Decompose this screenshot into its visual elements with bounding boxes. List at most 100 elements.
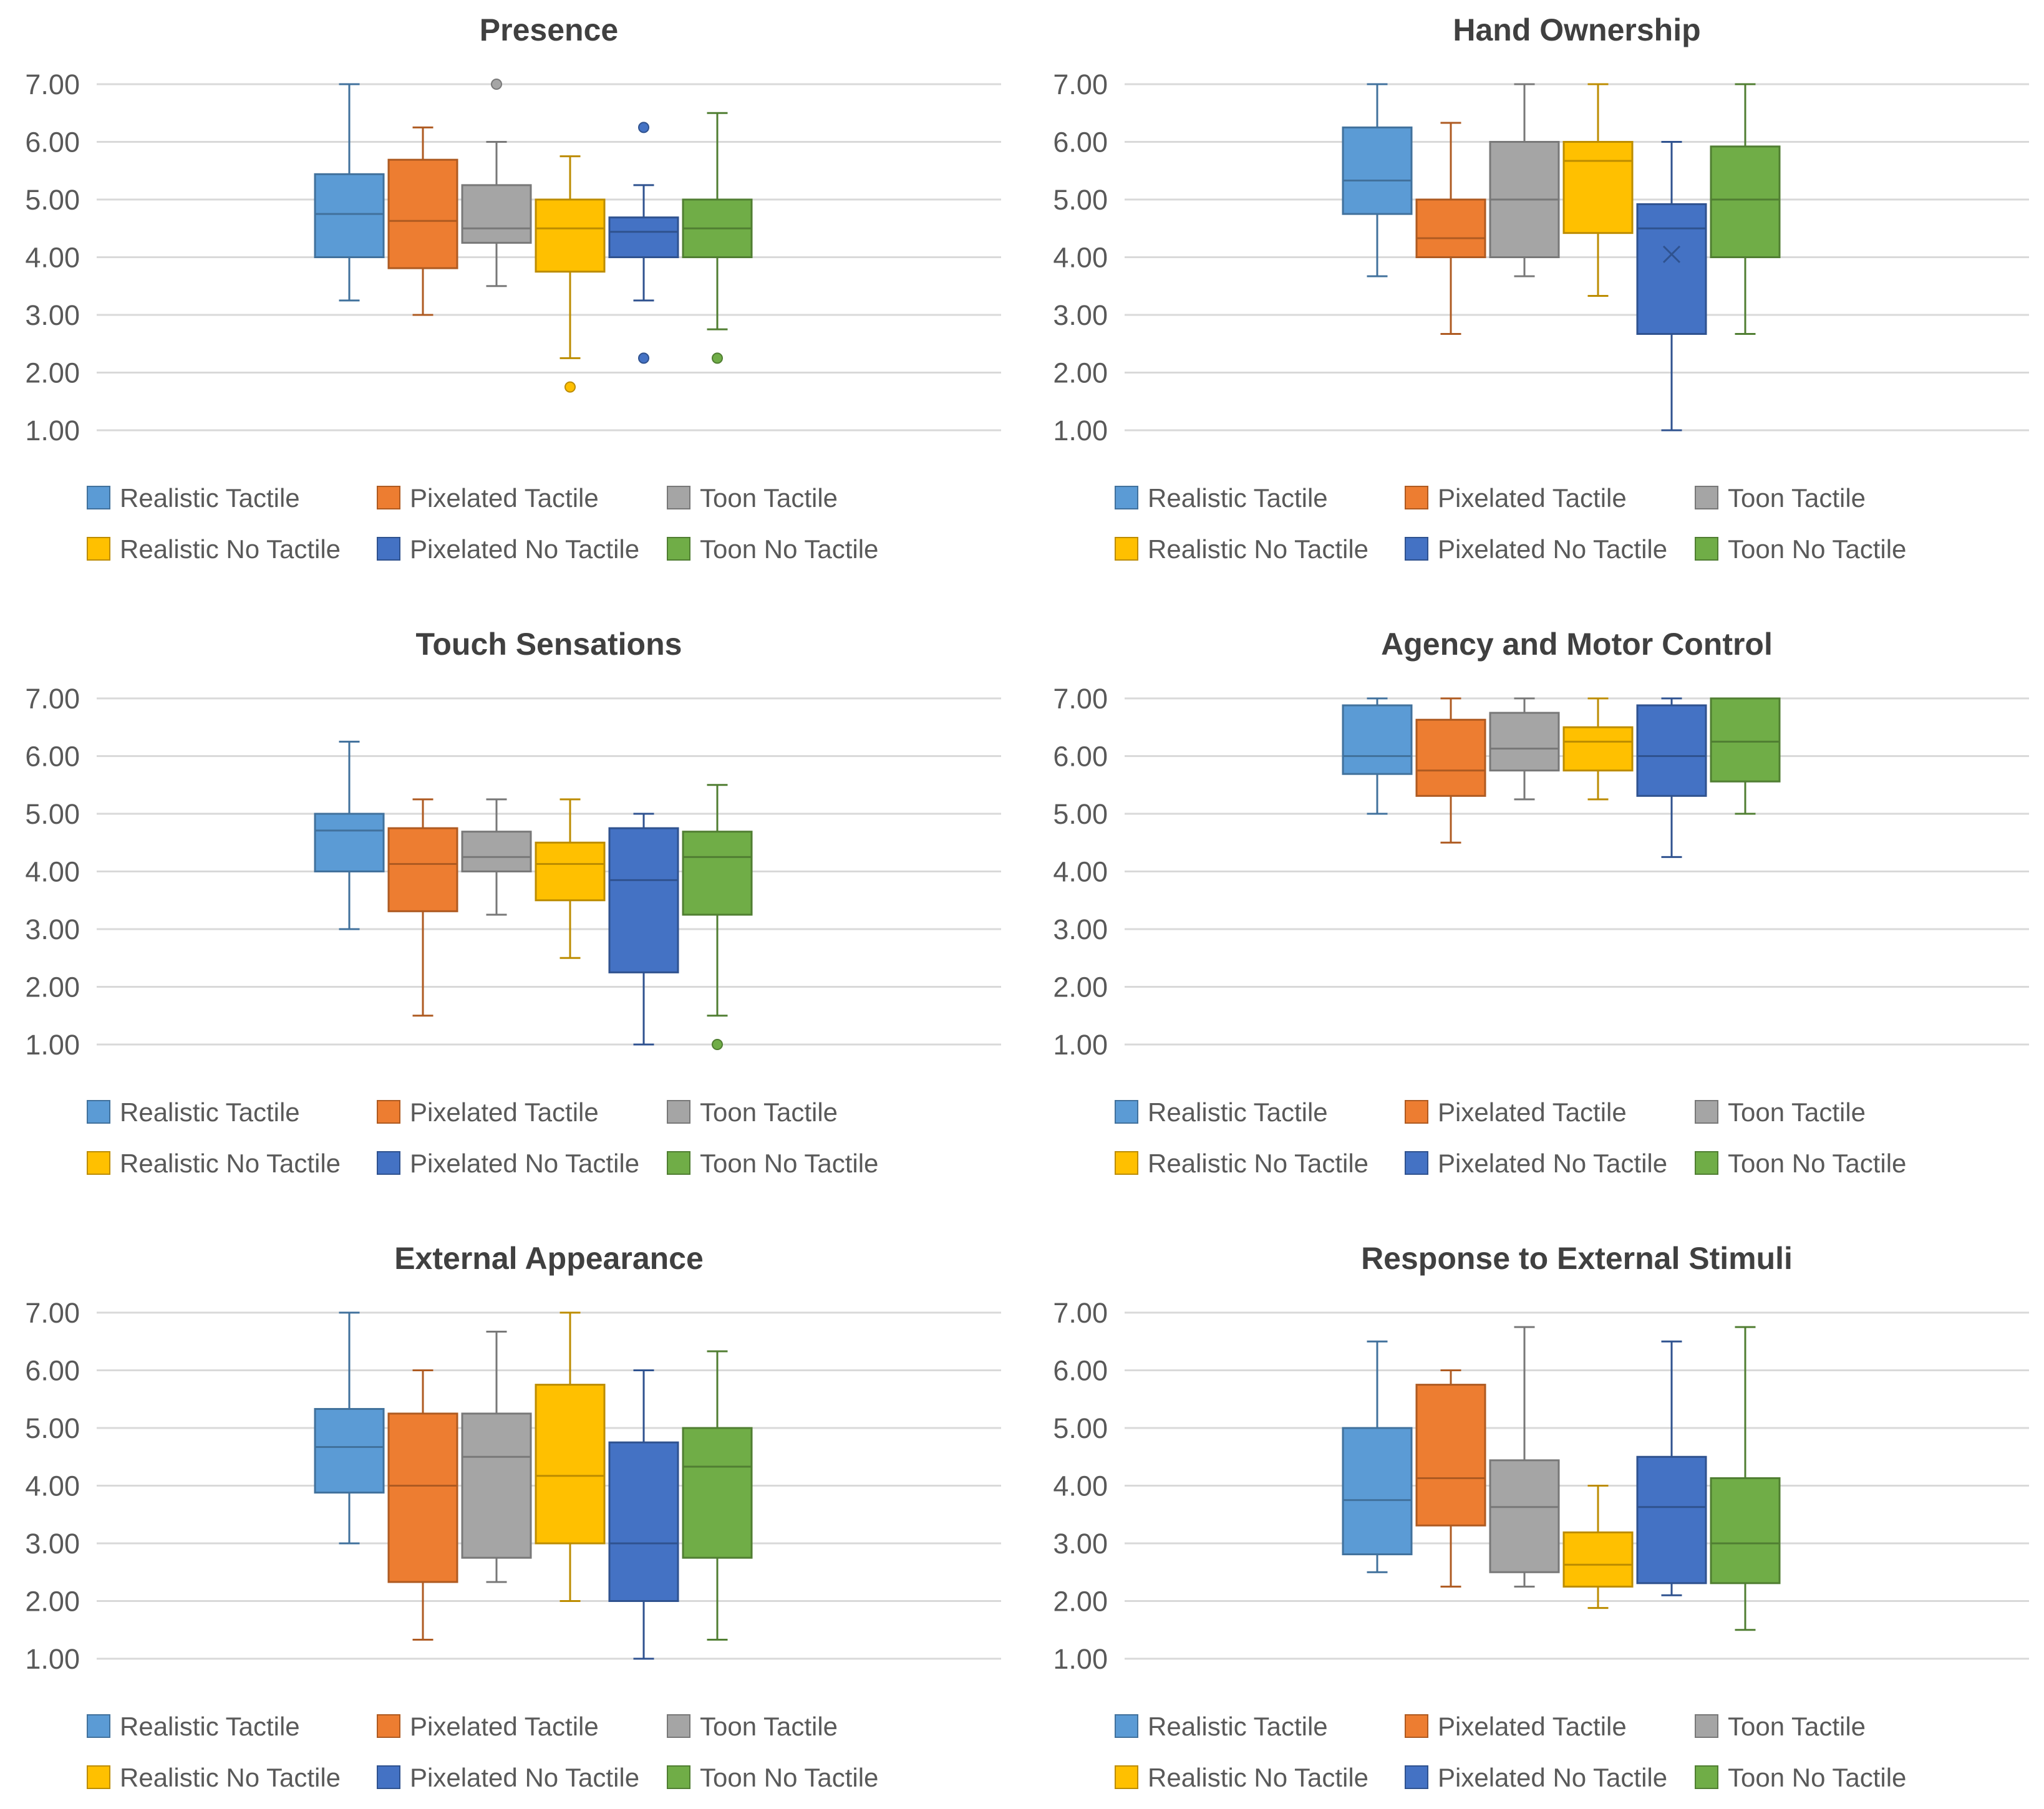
legend-label: Toon Tactile: [700, 483, 838, 513]
legend-swatch: [377, 486, 400, 509]
box-iqr: [1562, 141, 1634, 234]
y-tick-label: 7.00: [1053, 1297, 1108, 1329]
y-tick-label: 1.00: [25, 1029, 80, 1061]
box-pixelated-tactile: [1415, 697, 1486, 844]
y-tick-label: 4.00: [1053, 242, 1108, 274]
legend-item: Pixelated Tactile: [1405, 483, 1627, 513]
y-tick-label: 1.00: [1053, 1643, 1108, 1675]
y-tick-label: 4.00: [25, 856, 80, 888]
legend-label: Pixelated No Tactile: [1438, 1149, 1667, 1178]
legend-swatch: [1695, 1151, 1718, 1175]
legend-item: Pixelated Tactile: [377, 1097, 599, 1127]
legend-label: Toon No Tactile: [1728, 534, 1906, 564]
box-realistic-no-tactile: [535, 155, 606, 393]
box-iqr: [314, 1407, 385, 1494]
legend-item: Toon No Tactile: [1695, 534, 1906, 564]
legend-item: Realistic No Tactile: [87, 1763, 341, 1792]
box-toon-tactile: [1489, 697, 1560, 801]
y-tick-label: 6.00: [1053, 127, 1108, 158]
legend-label: Pixelated No Tactile: [1438, 1763, 1667, 1792]
legend-swatch: [1115, 1151, 1138, 1175]
outlier-point: [491, 79, 502, 90]
box-iqr: [1636, 203, 1707, 335]
legend-item: Pixelated Tactile: [377, 483, 599, 513]
box-iqr: [1710, 697, 1781, 783]
box-pixelated-no-tactile: [1636, 697, 1707, 858]
box-pixelated-no-tactile: [608, 1369, 679, 1660]
legend-label: Toon No Tactile: [1728, 1763, 1906, 1792]
chart-panel: External Appearance 1.00 2.00 3.00 4.00 5.00 6…: [25, 1241, 1001, 1792]
box-iqr: [682, 831, 753, 916]
legend-item: Realistic No Tactile: [1115, 1763, 1368, 1792]
box-iqr: [1342, 704, 1413, 775]
legend-swatch: [1405, 486, 1428, 509]
legend-swatch: [87, 537, 110, 561]
box-realistic-tactile: [1342, 1340, 1413, 1573]
legend-item: Realistic No Tactile: [1115, 534, 1368, 564]
box-iqr: [535, 1384, 606, 1545]
box-iqr: [461, 1412, 532, 1559]
box-realistic-no-tactile: [535, 798, 606, 959]
legend-label: Realistic Tactile: [1148, 1712, 1328, 1741]
chart-panel: Response to External Stimuli 1.00 2.00 3.00…: [1053, 1241, 2029, 1792]
y-tick-label: 7.00: [25, 1297, 80, 1329]
outlier-point: [638, 352, 649, 364]
legend-label: Realistic Tactile: [1148, 1097, 1328, 1127]
y-tick-label: 4.00: [25, 242, 80, 274]
box-realistic-no-tactile: [1562, 1485, 1634, 1609]
y-tick-label: 5.00: [25, 1412, 80, 1444]
box-pixelated-tactile: [387, 126, 458, 316]
outlier-point: [712, 1039, 723, 1050]
legend-swatch: [1115, 1100, 1138, 1124]
y-tick-label: 3.00: [1053, 914, 1108, 945]
legend-swatch: [87, 1100, 110, 1124]
y-tick-label: 2.00: [25, 1586, 80, 1618]
box-iqr: [387, 827, 458, 912]
legend-item: Realistic Tactile: [87, 483, 300, 513]
y-tick-label: 5.00: [1053, 184, 1108, 216]
box-toon-tactile: [461, 79, 532, 287]
y-tick-label: 5.00: [1053, 1412, 1108, 1444]
box-pixelated-tactile: [387, 1369, 458, 1641]
legend-label: Toon Tactile: [1728, 1097, 1866, 1127]
legend-item: Toon No Tactile: [667, 1149, 878, 1178]
chart-title: Agency and Motor Control: [1381, 627, 1773, 662]
y-tick-label: 6.00: [25, 741, 80, 773]
legend-item: Realistic Tactile: [1115, 1712, 1328, 1741]
box-realistic-no-tactile: [1562, 697, 1634, 801]
y-tick-label: 2.00: [1053, 1586, 1108, 1618]
legend-item: Toon Tactile: [667, 483, 838, 513]
legend-item: Pixelated Tactile: [377, 1712, 599, 1741]
y-tick-label: 2.00: [1053, 972, 1108, 1003]
y-tick-label: 4.00: [1053, 856, 1108, 888]
y-tick-label: 3.00: [1053, 1528, 1108, 1560]
outlier-point: [712, 352, 723, 364]
legend-item: Pixelated No Tactile: [1405, 1763, 1667, 1792]
legend-item: Pixelated Tactile: [1405, 1712, 1627, 1741]
legend-swatch: [377, 1151, 400, 1175]
legend-item: Toon No Tactile: [1695, 1763, 1906, 1792]
box-iqr: [682, 1427, 753, 1559]
legend-swatch: [667, 1151, 690, 1175]
box-iqr: [1710, 1477, 1781, 1585]
legend-label: Pixelated Tactile: [410, 1097, 599, 1127]
box-pixelated-no-tactile: [608, 122, 679, 364]
legend-item: Pixelated Tactile: [1405, 1097, 1627, 1127]
y-tick-label: 5.00: [1053, 798, 1108, 830]
box-iqr: [1415, 198, 1486, 258]
legend-swatch: [87, 1151, 110, 1175]
box-toon-tactile: [1489, 1326, 1560, 1588]
box-iqr: [314, 173, 385, 258]
y-tick-label: 7.00: [1053, 69, 1108, 100]
legend-swatch: [1695, 1714, 1718, 1738]
box-iqr: [535, 841, 606, 902]
legend-swatch: [1405, 1714, 1428, 1738]
legend-label: Toon No Tactile: [1728, 1149, 1906, 1178]
legend-swatch: [1695, 486, 1718, 509]
legend-swatch: [667, 486, 690, 509]
chart-title: External Appearance: [394, 1241, 704, 1276]
box-toon-no-tactile: [1710, 1326, 1781, 1631]
legend-label: Pixelated No Tactile: [410, 1763, 639, 1792]
box-toon-tactile: [1489, 83, 1560, 277]
legend-label: Pixelated No Tactile: [1438, 534, 1667, 564]
